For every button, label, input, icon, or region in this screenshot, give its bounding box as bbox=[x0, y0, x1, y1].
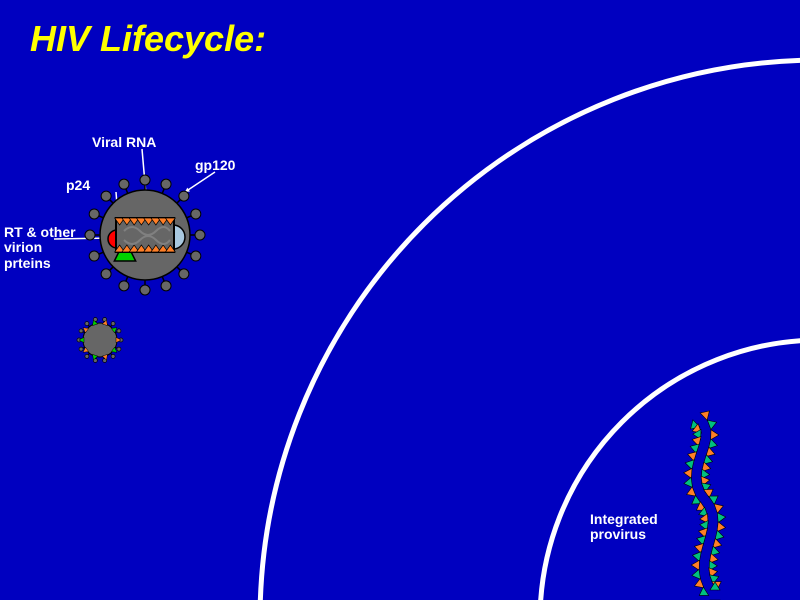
page-title: HIV Lifecycle: bbox=[30, 18, 266, 60]
label-gp120: gp120 bbox=[195, 158, 235, 173]
diagram-svg bbox=[0, 0, 800, 600]
label-provirus: Integratedprovirus bbox=[590, 512, 658, 543]
label-rt: RT & othervirionprteins bbox=[4, 225, 76, 271]
label-viral-rna: Viral RNA bbox=[92, 135, 156, 150]
label-p24: p24 bbox=[66, 178, 90, 193]
